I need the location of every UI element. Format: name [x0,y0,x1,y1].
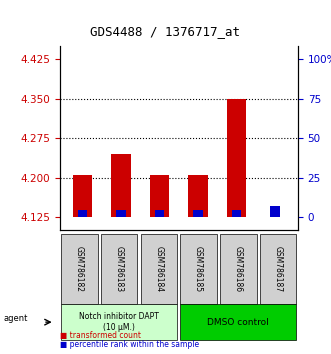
Text: GSM786184: GSM786184 [154,246,164,292]
Text: DMSO control: DMSO control [208,318,269,327]
Text: ■ transformed count: ■ transformed count [60,331,141,340]
Text: GSM786182: GSM786182 [75,246,84,292]
Bar [188,175,208,217]
Text: GSM786185: GSM786185 [194,246,203,292]
Bar [193,210,203,217]
Text: Notch inhibitor DAPT
(10 μM.): Notch inhibitor DAPT (10 μM.) [79,313,159,332]
Bar [227,99,246,217]
Bar [73,175,92,217]
Bar [150,175,169,217]
Bar [112,154,131,217]
Bar [116,210,126,217]
Bar [78,210,87,217]
Text: ■ percentile rank within the sample: ■ percentile rank within the sample [60,340,199,349]
Text: GSM786183: GSM786183 [115,246,124,292]
Text: GSM786186: GSM786186 [234,246,243,292]
Text: agent: agent [3,314,28,323]
Bar [155,210,164,217]
Text: GDS4488 / 1376717_at: GDS4488 / 1376717_at [90,25,241,38]
Bar [232,210,241,217]
Bar [270,206,280,217]
Text: GSM786187: GSM786187 [273,246,283,292]
